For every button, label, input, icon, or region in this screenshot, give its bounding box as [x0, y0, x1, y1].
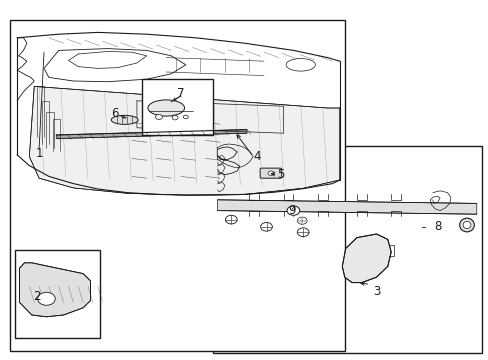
- Bar: [10, 20, 344, 351]
- Polygon shape: [56, 130, 246, 139]
- Ellipse shape: [147, 100, 184, 116]
- Text: 6: 6: [111, 107, 119, 120]
- Polygon shape: [217, 200, 476, 214]
- Polygon shape: [29, 86, 339, 195]
- Text: 2: 2: [33, 291, 41, 303]
- Circle shape: [183, 115, 188, 119]
- Text: 7: 7: [177, 87, 184, 100]
- Circle shape: [297, 217, 306, 224]
- Text: 1: 1: [35, 147, 43, 159]
- Polygon shape: [342, 234, 390, 283]
- Circle shape: [172, 116, 178, 120]
- Ellipse shape: [111, 115, 138, 125]
- Circle shape: [286, 206, 299, 215]
- Polygon shape: [20, 263, 90, 317]
- Text: 3: 3: [372, 285, 380, 298]
- FancyBboxPatch shape: [260, 168, 281, 178]
- Text: 8: 8: [433, 220, 441, 233]
- Text: 5: 5: [277, 168, 285, 181]
- Bar: [212, 146, 481, 353]
- Bar: [15, 250, 100, 338]
- Ellipse shape: [462, 221, 470, 229]
- Text: 9: 9: [288, 204, 296, 217]
- Circle shape: [155, 114, 162, 120]
- Bar: [142, 79, 212, 135]
- Text: 4: 4: [252, 150, 260, 163]
- Circle shape: [260, 222, 272, 231]
- Circle shape: [297, 228, 308, 237]
- Circle shape: [267, 171, 273, 175]
- Circle shape: [225, 215, 237, 224]
- Circle shape: [38, 292, 55, 305]
- Ellipse shape: [459, 218, 473, 232]
